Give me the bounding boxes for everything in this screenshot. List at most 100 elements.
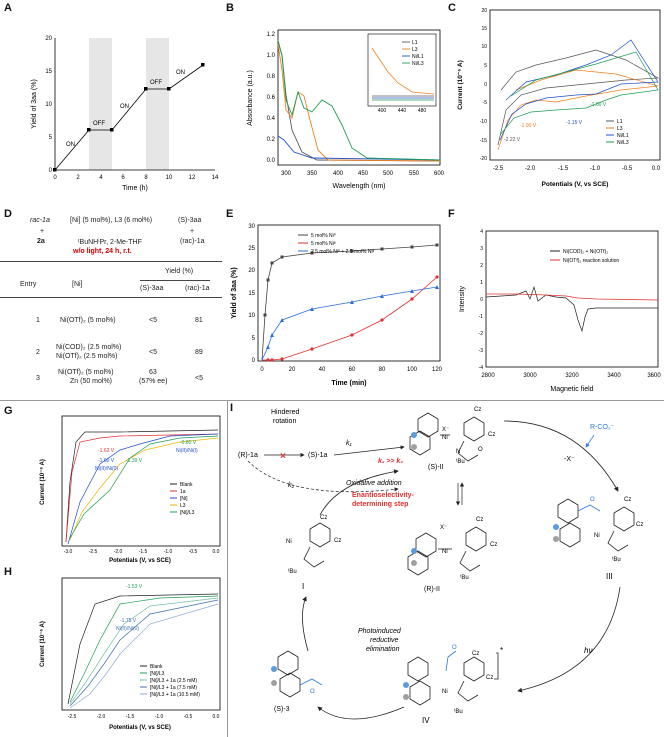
f-red-trace — [486, 293, 659, 301]
i-n-1: N — [456, 449, 460, 455]
i-iv-label: IV — [422, 716, 430, 725]
on-label-1: ON — [66, 142, 75, 148]
b-xtick: 300 — [281, 171, 292, 177]
d-plus: + — [40, 228, 45, 235]
i-i-label: I — [302, 582, 304, 591]
off-shade-1 — [89, 38, 112, 170]
b-ytick: 0.4 — [267, 116, 276, 122]
d-row3-y1: 63 — [149, 369, 157, 376]
h-xtick: -2.0 — [97, 714, 106, 720]
g-ann-2: -1.39 V — [126, 458, 143, 464]
arrow-iii-to-iv — [517, 586, 621, 693]
e-xlabel: Time (min) — [331, 380, 366, 387]
d-conditions-2: ᵗBuNHⁱPr, 2-Me-THF — [78, 239, 142, 246]
g-ann-6: Ni(II)/Ni(I) — [176, 448, 198, 454]
c-xtick: -1.5 — [558, 166, 569, 172]
d-conditions-3: w/o light, 24 h, r.t. — [73, 248, 132, 255]
c-xtick: 0.0 — [652, 166, 661, 172]
grey-dot-r-ii — [411, 560, 417, 566]
e-xtick: 60 — [349, 367, 356, 373]
c-ytick: -15 — [480, 138, 487, 144]
d-row3-y2: <5 — [195, 375, 203, 382]
e-mix-line — [261, 286, 438, 361]
d-header-ni: [Ni] — [72, 281, 83, 288]
nil3-curve — [277, 39, 441, 161]
b-xtick: 600 — [434, 171, 445, 177]
i-s3: (S)-3 — [274, 706, 290, 713]
e-ytick: 25 — [248, 246, 255, 252]
structure-i — [303, 522, 331, 568]
grey-dot-iii — [553, 536, 559, 542]
c-ytick: -5 — [483, 100, 488, 106]
i-cz-8: Cz — [636, 522, 643, 528]
c-ylabel: Current (10⁻⁶ A) — [457, 60, 464, 110]
panel-label-e: E — [226, 208, 234, 220]
g-legend-3: L3 — [180, 503, 186, 509]
e-ytick: 30 — [248, 224, 255, 230]
blue-dot-iii — [553, 524, 559, 530]
a-ytick: 10 — [45, 102, 52, 108]
d-plus-2: + — [190, 228, 195, 235]
g-legend-1: 1a — [180, 489, 186, 495]
f-ytick: -1 — [479, 314, 484, 320]
i-photo-1: Photoinduced — [358, 628, 402, 635]
f-ytick: -3 — [479, 348, 484, 354]
i-cz-7: Cz — [624, 497, 631, 503]
panel-label-i: I — [230, 402, 234, 414]
f-xtick: 3600 — [647, 373, 661, 379]
h-legend-1: [Ni]/L3 — [150, 671, 165, 677]
g-xtick: -1.0 — [164, 549, 173, 555]
c-xtick: -0.5 — [622, 166, 633, 172]
c-ann-1: -1.90 V — [520, 123, 537, 129]
f-xlabel: Magnetic field — [550, 386, 593, 393]
i-photo-2: reductive — [370, 637, 399, 644]
grey-dot-s-3 — [271, 680, 277, 686]
panel-e-chart: 5 mol% Ni⁰ 5 mol% Niᴵᴵ 2.5 mol% Ni⁰ + 2.… — [231, 224, 443, 387]
c-ytick: 5 — [484, 63, 487, 69]
i-tbu-3: ᵗBu — [288, 568, 297, 575]
f-xtick: 3400 — [607, 373, 621, 379]
d-row1-y2: 81 — [195, 317, 203, 324]
off-label-2: OFF — [150, 80, 162, 86]
d-header-entry: Entry — [20, 281, 37, 288]
e-legend-ni2: 5 mol% Niᴵᴵ — [311, 241, 336, 247]
f-ytick: 0 — [480, 297, 483, 303]
d-conditions-1: [Ni] (5 mol%), L3 (6 mol%) — [70, 217, 153, 224]
g-ann-1: -1.60 V — [98, 458, 115, 464]
e-legend-mix: 2.5 mol% Ni⁰ + 2.5 mol% Niᴵᴵ — [311, 249, 374, 255]
e-xtick: 0 — [260, 367, 264, 373]
g-ann-3: -0.80 V — [180, 440, 197, 446]
structure-s-3 — [277, 650, 323, 698]
g-1a — [65, 433, 219, 543]
e-ni0-line — [261, 244, 438, 361]
e-ytick: 0 — [252, 358, 256, 364]
i-iii-label: III — [606, 572, 613, 581]
g-l3 — [69, 437, 219, 541]
c-ytick: 0 — [484, 82, 487, 88]
d-racemate: rac-1a — [30, 217, 50, 224]
e-ylabel: Yield of 3aa (%) — [231, 267, 238, 318]
i-hv: hν — [584, 646, 592, 655]
b-ytick: 1.2 — [267, 32, 276, 38]
d-header-yield: Yield (%) — [165, 268, 194, 275]
c-l3-curve — [497, 69, 659, 151]
f-ylabel: Intensity — [459, 285, 466, 312]
i-tbu-4: ᵗBu — [612, 556, 621, 563]
blue-dot-iv — [403, 682, 409, 688]
i-oxidative: Oxidative addition — [346, 480, 402, 487]
g-ylabel: Current (10⁻⁶ A) — [40, 459, 46, 505]
a-ytick: 5 — [49, 135, 53, 141]
c-ytick: -20 — [480, 156, 487, 162]
a-xtick: 14 — [212, 175, 219, 181]
d-product: (S)-3aa — [178, 217, 202, 224]
f-ytick: 3 — [480, 246, 483, 252]
f-ytick: 2 — [480, 263, 483, 269]
i-ni-5: Ni — [442, 689, 448, 695]
i-s1a: (S)-1a — [308, 452, 328, 459]
b-xlabel: Wavelength (nm) — [332, 183, 385, 190]
d-row2-ni2: Ni(OTf)₂ (2.5 mol%) — [56, 353, 118, 360]
b-ytick: 0.0 — [267, 158, 276, 164]
i-k2: k₂ — [288, 482, 295, 489]
panel-label-a: A — [4, 2, 12, 14]
b-ytick: 1.0 — [267, 53, 276, 59]
